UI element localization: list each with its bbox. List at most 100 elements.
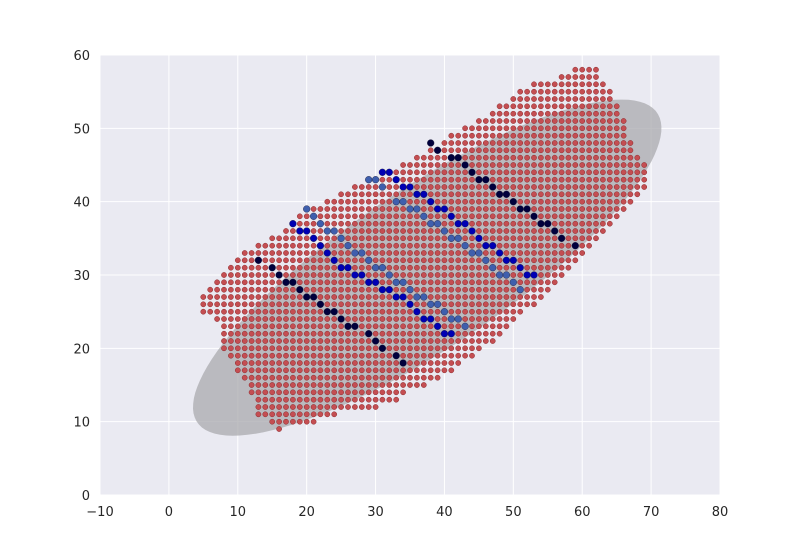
red-point (365, 184, 372, 190)
red-point (269, 404, 276, 410)
red-point (365, 345, 372, 352)
red-point (558, 191, 565, 198)
red-point (358, 345, 365, 352)
red-point (538, 235, 544, 242)
red-point (414, 162, 420, 168)
red-point (276, 286, 282, 293)
red-point (407, 228, 413, 234)
red-point (476, 198, 482, 205)
red-point (248, 316, 255, 322)
red-point (455, 323, 462, 330)
red-point (352, 294, 358, 300)
red-point (234, 352, 241, 359)
red-point (324, 301, 331, 308)
red-point (462, 338, 468, 344)
red-point (386, 382, 393, 388)
red-point (358, 213, 365, 220)
red-point (358, 352, 365, 359)
red-point (352, 286, 358, 293)
red-point (551, 88, 558, 95)
red-point (420, 184, 427, 190)
red-point (317, 323, 324, 330)
red-point (276, 257, 282, 264)
red-point (386, 323, 393, 330)
red-point (262, 264, 269, 271)
x-tick-label: −10 (86, 505, 113, 520)
red-point (476, 206, 482, 212)
red-point (524, 169, 530, 176)
red-point (345, 220, 351, 227)
red-point (248, 301, 255, 308)
red-point (352, 345, 358, 352)
red-point (531, 257, 537, 264)
red-point (489, 250, 496, 256)
blue-point-mid (516, 264, 524, 272)
red-point (276, 301, 282, 308)
red-point (455, 345, 462, 352)
red-point (324, 286, 331, 293)
red-point (241, 301, 248, 308)
red-point (262, 338, 269, 344)
red-point (269, 330, 276, 337)
red-point (558, 81, 565, 88)
red-point (303, 352, 310, 359)
blue-point-light (440, 227, 449, 235)
red-point (620, 147, 627, 154)
red-point (221, 330, 227, 337)
blue-point-dark (351, 322, 359, 330)
red-point (593, 184, 599, 190)
red-point (538, 191, 544, 198)
red-point (551, 140, 558, 146)
red-point (558, 198, 565, 205)
red-point (503, 184, 510, 190)
red-point (482, 330, 489, 337)
red-point (310, 360, 317, 366)
red-point (283, 323, 289, 330)
red-point (407, 382, 413, 388)
red-point (510, 110, 517, 117)
red-point (600, 184, 606, 190)
red-point (393, 264, 400, 271)
red-point (558, 213, 565, 220)
red-point (469, 338, 475, 344)
blue-point-mid (454, 220, 462, 228)
red-point (476, 220, 482, 227)
red-point (593, 140, 599, 146)
red-point (469, 323, 475, 330)
red-point (372, 360, 379, 366)
red-point (420, 162, 427, 168)
blue-point-mid (413, 190, 421, 198)
blue-point-light (323, 227, 331, 235)
red-point (386, 308, 393, 315)
red-point (317, 389, 324, 396)
red-point (427, 228, 434, 234)
red-point (496, 264, 503, 271)
red-point (427, 345, 434, 352)
red-point (579, 110, 586, 117)
red-point (283, 352, 289, 359)
red-point (400, 191, 406, 198)
red-point (386, 360, 393, 366)
red-point (303, 338, 310, 344)
red-point (455, 294, 462, 300)
red-point (489, 338, 496, 344)
red-point (393, 286, 400, 293)
red-point (248, 308, 255, 315)
blue-point-light (454, 315, 462, 323)
red-point (427, 308, 434, 315)
red-point (331, 338, 338, 344)
red-point (296, 396, 303, 403)
blue-point-light (516, 286, 524, 294)
red-point (269, 286, 276, 293)
red-point (262, 294, 269, 300)
red-point (476, 140, 482, 146)
red-point (420, 264, 427, 271)
red-point (372, 235, 379, 242)
red-point (531, 184, 537, 190)
red-point (538, 162, 544, 168)
red-point (434, 330, 441, 337)
blue-point-mid (502, 256, 511, 264)
red-point (489, 132, 496, 139)
red-point (386, 330, 393, 337)
red-point (510, 294, 517, 300)
